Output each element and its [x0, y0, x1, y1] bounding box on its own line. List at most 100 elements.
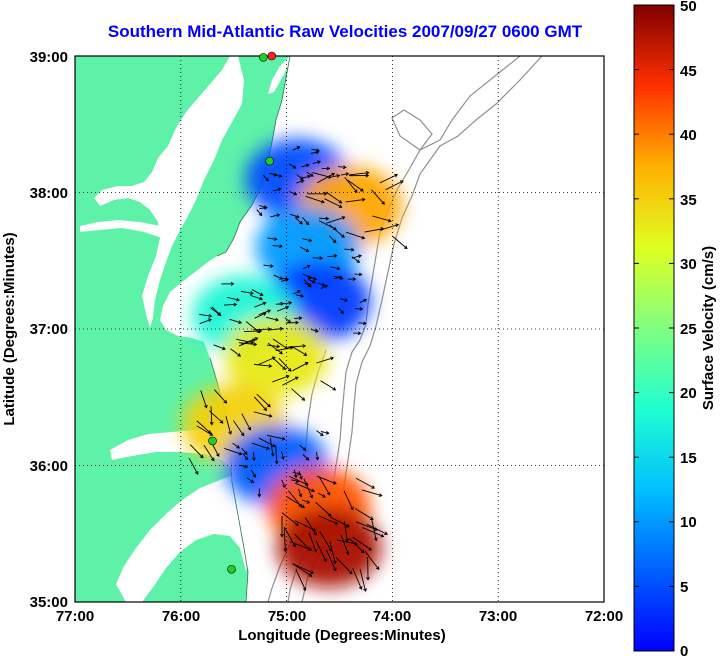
vector-arrowhead — [342, 165, 347, 170]
vector-arrowhead — [363, 588, 367, 592]
vector-arrowhead — [302, 587, 307, 592]
velocity-field — [181, 138, 403, 588]
velocity-vector — [259, 206, 268, 210]
vector-arrowhead — [273, 172, 278, 177]
map-frame — [74, 55, 605, 603]
velocity-vector — [232, 442, 240, 449]
vector-arrowhead — [306, 264, 311, 269]
vector-arrowhead — [254, 337, 259, 341]
vector-arrowhead — [334, 521, 339, 525]
velocity-vector — [302, 265, 311, 270]
vector-arrowhead — [354, 541, 358, 546]
vector-arrowhead — [209, 432, 214, 436]
velocity-vector — [346, 231, 365, 239]
velocity-vector — [305, 195, 325, 203]
velocity-vector — [311, 148, 320, 152]
vector-arrowhead — [292, 543, 296, 548]
vector-arrowhead — [259, 296, 264, 301]
colorbar-tick-label: 50 — [680, 0, 697, 15]
radar-site-marker — [227, 564, 236, 574]
vector-arrowhead — [230, 281, 235, 286]
velocity-vector — [299, 444, 307, 451]
velocity-vector — [242, 452, 249, 460]
vector-arrowhead — [282, 366, 286, 370]
velocity-vector — [308, 279, 316, 284]
velocity-vector — [324, 198, 342, 208]
velocity-vector — [362, 527, 384, 537]
vector-arrowhead — [233, 302, 238, 307]
vector-arrowhead — [296, 214, 300, 219]
vector-arrowhead — [297, 471, 302, 476]
vector-arrowhead — [208, 318, 212, 323]
vector-arrowhead — [263, 407, 268, 411]
x-tick-label: 72:00 — [585, 608, 623, 625]
velocity-vector — [310, 328, 319, 332]
velocity-vector — [256, 209, 263, 216]
velocity-vector — [270, 328, 283, 331]
velocity-vector — [371, 189, 385, 205]
velocity-vector — [276, 306, 289, 312]
velocity-vector — [292, 362, 309, 372]
velocity-vector — [256, 393, 271, 408]
velocity-vector — [291, 388, 305, 401]
grid-lines — [75, 56, 604, 602]
velocity-vector — [301, 499, 310, 504]
vector-arrowhead — [270, 452, 275, 457]
vector-arrowhead — [287, 368, 292, 372]
velocity-vector — [316, 357, 334, 364]
velocity-vector — [308, 532, 317, 553]
vector-arrowhead — [332, 387, 337, 391]
velocity-vector — [366, 523, 388, 535]
vector-arrowhead — [258, 212, 263, 217]
y-tick-label: 39:00 — [30, 49, 68, 66]
vector-arrowhead — [259, 292, 264, 296]
vector-arrowhead — [258, 329, 263, 333]
vector-arrowhead — [378, 493, 383, 497]
velocity-vector — [326, 216, 345, 224]
velocity-vector — [196, 420, 211, 434]
velocity-vector — [188, 457, 199, 475]
vector-arrowhead — [275, 317, 279, 322]
colorbar-tick-label: 15 — [680, 450, 697, 467]
velocity-vector — [263, 264, 273, 267]
velocity-vector — [250, 295, 263, 300]
velocity-region — [224, 316, 329, 397]
vector-arrowhead — [324, 284, 329, 289]
velocity-vector — [320, 380, 336, 391]
velocity-vector — [200, 390, 208, 408]
chesapeake-bay — [94, 56, 244, 328]
velocity-vector — [251, 289, 264, 296]
velocity-vector — [230, 348, 241, 357]
vector-arrowhead — [350, 506, 354, 511]
velocity-vector — [359, 568, 367, 592]
vector-arrowhead — [247, 426, 251, 431]
velocity-vector — [241, 447, 248, 455]
vector-arrowhead — [354, 189, 358, 194]
velocity-vector — [282, 376, 299, 386]
velocity-vector — [229, 318, 242, 324]
vector-arrowhead — [281, 456, 285, 460]
velocity-vector — [289, 475, 309, 486]
velocity-vector — [351, 255, 362, 259]
vector-arrowhead — [305, 221, 310, 226]
vector-arrowhead — [361, 235, 366, 240]
vector-arrowhead — [331, 172, 336, 177]
colorbar-tick-label: 20 — [680, 385, 697, 402]
x-tick-label: 77:00 — [56, 608, 94, 625]
vector-arrowhead — [360, 549, 365, 554]
vector-arrowhead — [307, 275, 312, 280]
vector-arrowhead — [295, 320, 299, 325]
velocity-vector — [266, 316, 279, 321]
velocity-vector — [294, 533, 311, 551]
velocity-vector — [317, 492, 326, 498]
vector-arrowhead — [252, 474, 256, 478]
vector-arrowhead — [296, 146, 301, 150]
vector-arrowhead — [333, 226, 337, 231]
velocity-vector — [296, 174, 304, 180]
vector-arrowhead — [310, 570, 315, 574]
vector-arrowhead — [237, 353, 242, 357]
velocity-vector — [269, 172, 277, 176]
x-tick-label: 74:00 — [373, 608, 411, 625]
vector-arrowhead — [238, 320, 243, 325]
velocity-vector — [310, 151, 319, 154]
